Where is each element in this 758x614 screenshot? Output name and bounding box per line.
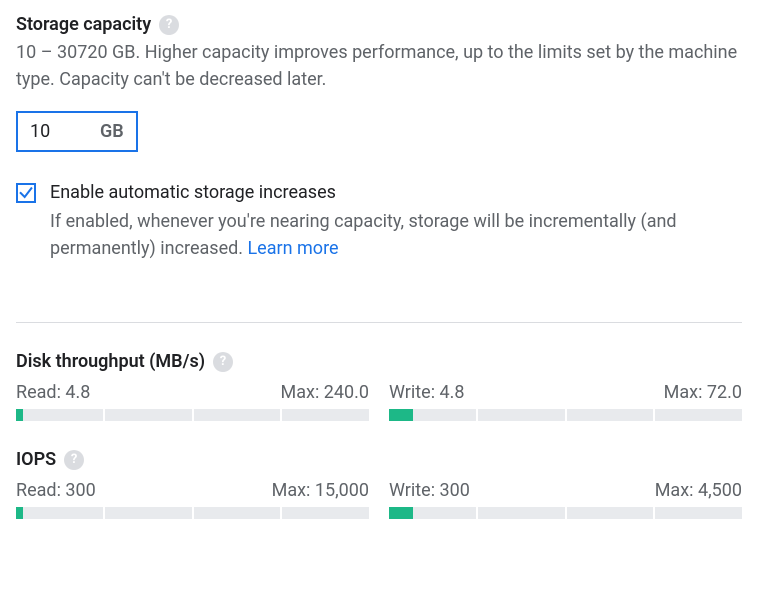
throughput-read-gauge [16, 409, 369, 421]
gauge-ticks [16, 507, 369, 519]
iops-write-col: Write: 300 Max: 4,500 [389, 480, 742, 519]
throughput-read-col: Read: 4.8 Max: 240.0 [16, 382, 369, 421]
auto-increase-row: Enable automatic storage increases If en… [16, 180, 742, 262]
disk-throughput-block: Disk throughput (MB/s) ? Read: 4.8 Max: … [16, 351, 742, 421]
auto-increase-description: If enabled, whenever you're nearing capa… [50, 208, 742, 262]
gauge-ticks [389, 409, 742, 421]
throughput-read-max: Max: 240.0 [281, 382, 369, 403]
iops-title: IOPS ? [16, 449, 742, 470]
checkmark-icon [18, 185, 34, 201]
auto-increase-text: Enable automatic storage increases If en… [50, 180, 742, 262]
iops-write-label: Write: 300 [389, 480, 470, 501]
gauge-ticks [16, 409, 369, 421]
iops-write-gauge [389, 507, 742, 519]
throughput-write-max: Max: 72.0 [664, 382, 742, 403]
throughput-write-gauge [389, 409, 742, 421]
iops-read-col: Read: 300 Max: 15,000 [16, 480, 369, 519]
iops-write-max: Max: 4,500 [655, 480, 742, 501]
help-icon[interactable]: ? [213, 352, 233, 372]
storage-capacity-input[interactable] [30, 121, 72, 142]
disk-throughput-title: Disk throughput (MB/s) ? [16, 351, 742, 372]
throughput-read-label: Read: 4.8 [16, 382, 90, 403]
storage-capacity-unit: GB [100, 121, 124, 142]
storage-capacity-input-wrap[interactable]: GB [16, 111, 138, 152]
gauge-ticks [389, 507, 742, 519]
storage-capacity-description: 10 – 30720 GB. Higher capacity improves … [16, 39, 742, 93]
throughput-write-label: Write: 4.8 [389, 382, 465, 403]
iops-read-gauge [16, 507, 369, 519]
iops-read-label: Read: 300 [16, 480, 96, 501]
help-icon[interactable]: ? [159, 15, 179, 35]
iops-block: IOPS ? Read: 300 Max: 15,000 Write: 300 … [16, 449, 742, 519]
throughput-write-col: Write: 4.8 Max: 72.0 [389, 382, 742, 421]
section-divider [16, 322, 742, 323]
auto-increase-label: Enable automatic storage increases [50, 180, 742, 206]
help-icon[interactable]: ? [64, 450, 84, 470]
learn-more-link[interactable]: Learn more [247, 238, 338, 259]
storage-capacity-title: Storage capacity ? [16, 14, 742, 35]
storage-capacity-label: Storage capacity [16, 14, 151, 35]
auto-increase-checkbox[interactable] [16, 183, 36, 203]
iops-read-max: Max: 15,000 [272, 480, 369, 501]
